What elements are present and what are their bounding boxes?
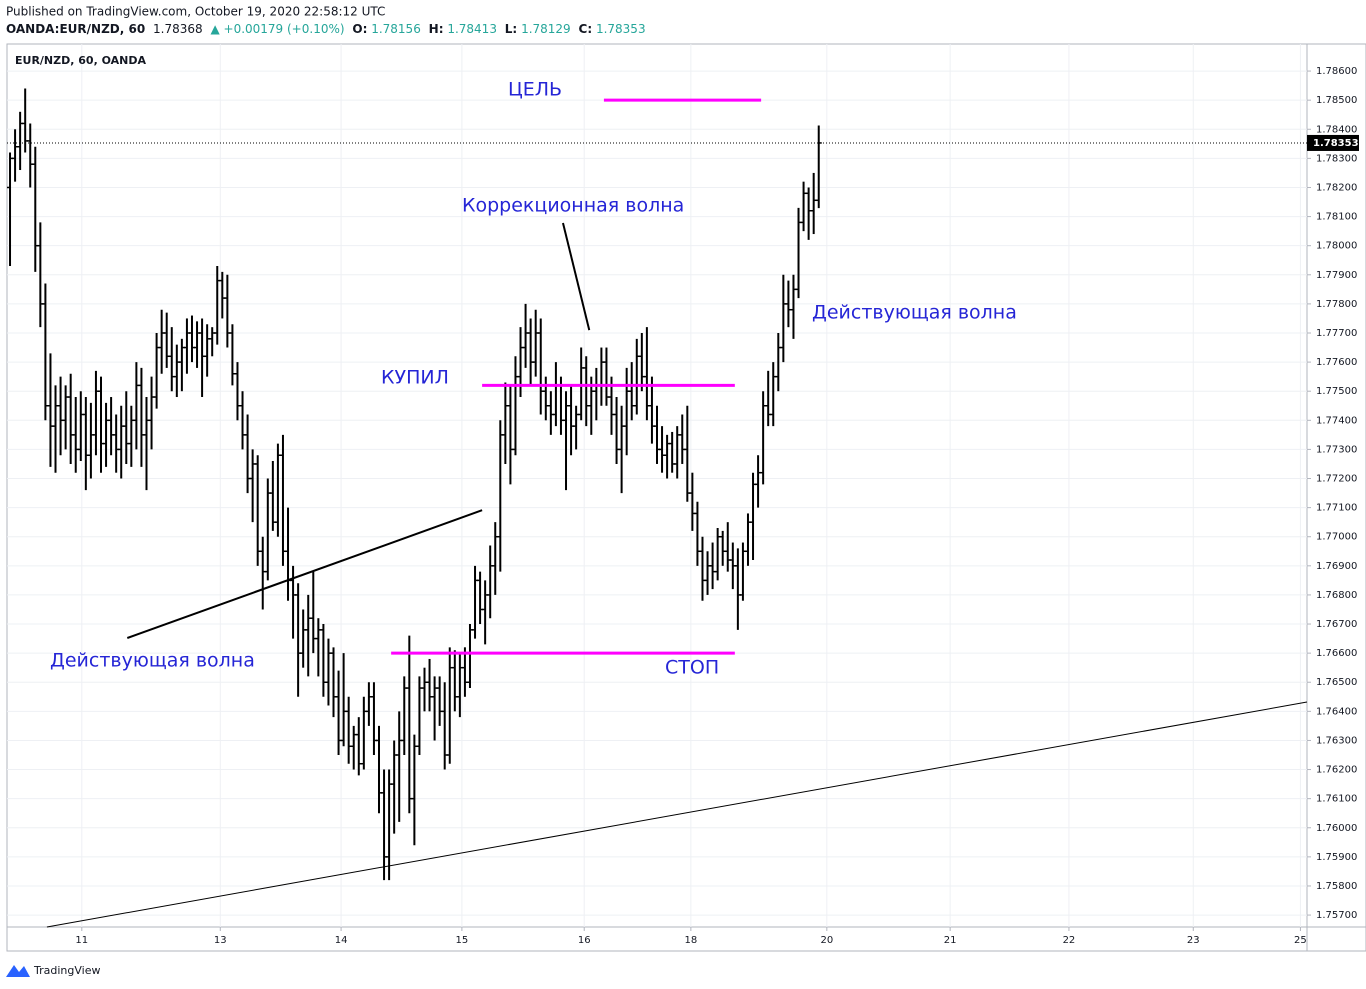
y-tick-label: 1.76000 — [1316, 823, 1357, 834]
x-tick-label: 25 — [1294, 935, 1307, 946]
y-tick-label: 1.76600 — [1316, 648, 1357, 659]
trend-line — [46, 701, 1308, 928]
y-tick-label: 1.77000 — [1316, 532, 1357, 543]
y-tick-label: 1.77900 — [1316, 270, 1357, 281]
x-tick-label: 16 — [578, 935, 591, 946]
x-tick-label: 23 — [1187, 935, 1200, 946]
chart-title: EUR/NZD, 60, OANDA — [15, 54, 146, 67]
logo-icon — [6, 965, 30, 977]
y-tick-label: 1.77800 — [1316, 299, 1357, 310]
chart-frame — [6, 43, 1366, 952]
high-value: 1.78413 — [447, 22, 497, 36]
high-label: H: — [429, 22, 444, 36]
y-tick-label: 1.76700 — [1316, 619, 1357, 630]
y-tick-label: 1.76400 — [1316, 706, 1357, 717]
annotation: Коррекционная волна — [462, 195, 684, 217]
footer-text: TradingView — [33, 964, 100, 977]
annotation: КУПИЛ — [381, 367, 449, 389]
trend-line — [562, 222, 591, 331]
footer-logo: TradingView — [6, 964, 100, 977]
x-tick-label: 20 — [820, 935, 833, 946]
x-tick-label: 21 — [944, 935, 957, 946]
last-price-box — [1307, 134, 1359, 151]
y-tick-label: 1.78300 — [1316, 153, 1357, 164]
y-tick-label: 1.77600 — [1316, 357, 1357, 368]
y-tick-label: 1.76100 — [1316, 794, 1357, 805]
trend-line — [126, 509, 483, 639]
open-label: O: — [352, 22, 367, 36]
x-tick-label: 14 — [335, 935, 348, 946]
close-label: C: — [579, 22, 593, 36]
y-tick-label: 1.77200 — [1316, 474, 1357, 485]
y-tick-label: 1.76900 — [1316, 561, 1357, 572]
x-tick-label: 11 — [75, 935, 88, 946]
y-tick-label: 1.77500 — [1316, 386, 1357, 397]
x-tick-label: 15 — [456, 935, 469, 946]
y-tick-label: 1.76200 — [1316, 765, 1357, 776]
annotation: ЦЕЛЬ — [508, 79, 562, 101]
close-value: 1.78353 — [596, 22, 646, 36]
y-tick-label: 1.75800 — [1316, 881, 1357, 892]
y-tick-label: 1.78600 — [1316, 66, 1357, 77]
annotation: СТОП — [665, 657, 719, 679]
last-price-label: 1.78353 — [1313, 138, 1359, 149]
symbol-line: OANDA:EUR/NZD, 60 1.78368 ▲ +0.00179 (+0… — [6, 22, 646, 36]
y-tick-label: 1.77400 — [1316, 415, 1357, 426]
y-tick-label: 1.76300 — [1316, 735, 1357, 746]
y-tick-label: 1.78400 — [1316, 124, 1357, 135]
x-tick-label: 22 — [1063, 935, 1076, 946]
y-tick-label: 1.78200 — [1316, 182, 1357, 193]
y-tick-label: 1.76500 — [1316, 677, 1357, 688]
low-label: L: — [505, 22, 517, 36]
y-tick-label: 1.78000 — [1316, 241, 1357, 252]
low-value: 1.78129 — [521, 22, 571, 36]
y-tick-label: 1.77700 — [1316, 328, 1357, 339]
x-tick-label: 18 — [684, 935, 697, 946]
annotation: Действующая волна — [50, 650, 255, 672]
y-tick-label: 1.78100 — [1316, 212, 1357, 223]
y-tick-label: 1.75900 — [1316, 852, 1357, 863]
published-line: Published on TradingView.com, October 19… — [6, 5, 385, 19]
y-tick-label: 1.76800 — [1316, 590, 1357, 601]
symbol: OANDA:EUR/NZD, 60 — [6, 22, 145, 36]
y-tick-label: 1.78500 — [1316, 95, 1357, 106]
open-value: 1.78156 — [371, 22, 421, 36]
y-tick-label: 1.77100 — [1316, 503, 1357, 514]
y-tick-label: 1.77300 — [1316, 444, 1357, 455]
x-tick-label: 13 — [214, 935, 227, 946]
y-tick-label: 1.75700 — [1316, 910, 1357, 921]
change: ▲ +0.00179 (+0.10%) — [210, 22, 344, 36]
annotation: Действующая волна — [812, 302, 1017, 324]
bars — [7, 88, 822, 881]
last-price: 1.78368 — [153, 22, 203, 36]
